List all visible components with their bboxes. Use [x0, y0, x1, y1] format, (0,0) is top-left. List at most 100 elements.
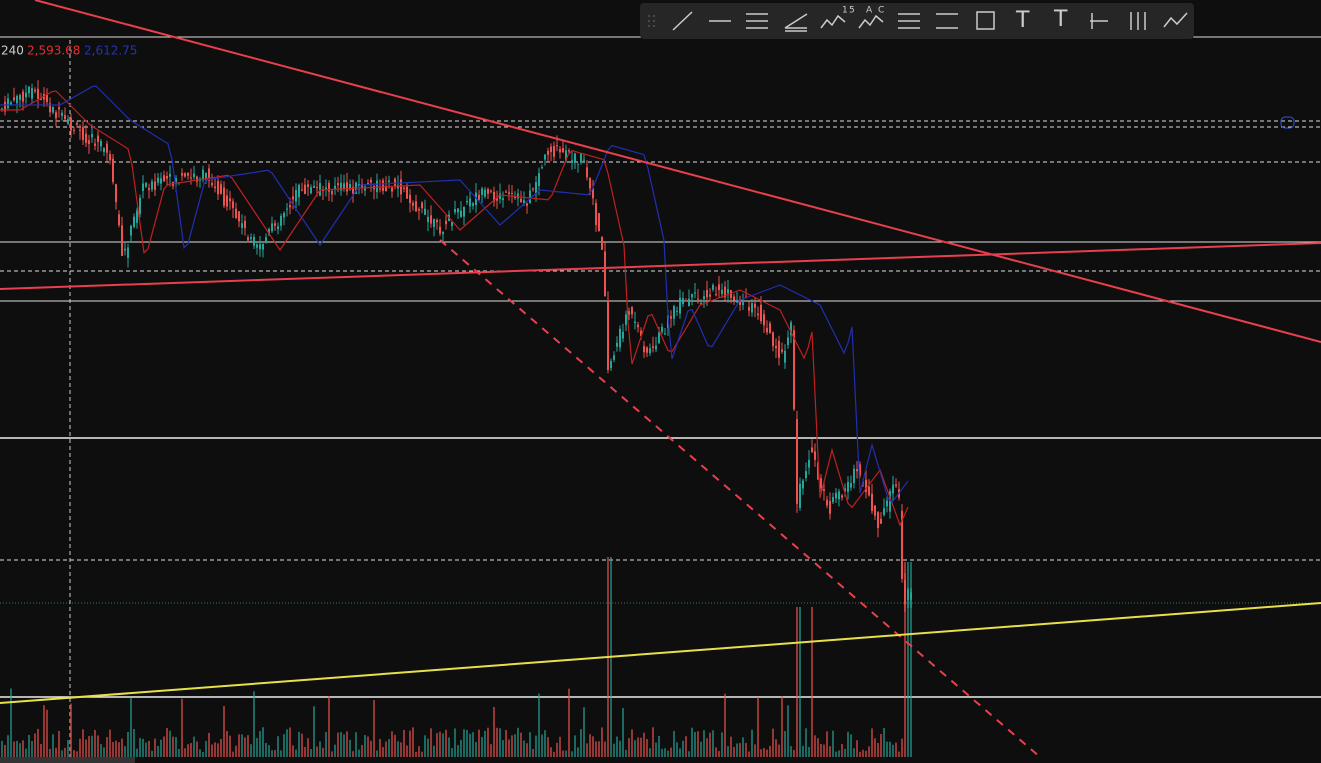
- fib-tool[interactable]: [820, 14, 846, 29]
- candle: [292, 196, 294, 200]
- volume-bar: [532, 749, 534, 757]
- candle: [70, 118, 72, 131]
- candle: [685, 300, 687, 302]
- candle: [265, 237, 267, 243]
- volume-bar: [571, 751, 573, 757]
- volume-bar: [268, 745, 270, 757]
- volume-bar: [253, 691, 255, 757]
- volume-bar: [859, 751, 861, 757]
- volume-bar: [772, 728, 774, 757]
- trend-tool[interactable]: [672, 11, 693, 31]
- candle: [121, 225, 123, 256]
- volume-bar: [160, 739, 162, 757]
- candle: [526, 203, 528, 206]
- candle-tool[interactable]: [1130, 12, 1146, 30]
- volume-bar: [112, 741, 114, 757]
- candle: [784, 350, 786, 363]
- candle: [223, 187, 225, 206]
- candle: [82, 127, 84, 140]
- volume-bar: [421, 751, 423, 757]
- volume-bar: [457, 745, 459, 757]
- candle: [388, 180, 390, 183]
- candle: [601, 237, 603, 250]
- candle: [169, 173, 171, 177]
- levels-tool[interactable]: [936, 13, 958, 29]
- volume-bar: [136, 748, 138, 757]
- volume-bar: [313, 706, 315, 757]
- candle: [286, 208, 288, 210]
- measure-tool[interactable]: [1090, 13, 1108, 29]
- volume-bar: [190, 743, 192, 757]
- volume-bar: [787, 705, 789, 757]
- candle: [586, 167, 588, 178]
- volume-bar: [613, 743, 615, 757]
- candle: [442, 232, 444, 235]
- volume-bar: [865, 750, 867, 757]
- volume-bar: [427, 738, 429, 757]
- volume-bar: [736, 743, 738, 757]
- candle: [328, 182, 330, 192]
- candle: [100, 140, 102, 147]
- candle: [289, 205, 291, 208]
- volume-bar: [904, 562, 906, 757]
- volume-bar: [853, 748, 855, 757]
- volume-bar: [466, 729, 468, 757]
- candle: [874, 505, 876, 516]
- candle: [211, 183, 213, 186]
- volume-bar: [811, 607, 813, 757]
- volume-bar: [1, 740, 3, 757]
- volume-bar: [745, 742, 747, 757]
- candle: [619, 328, 621, 348]
- candle: [613, 355, 615, 360]
- fan-tool[interactable]: [784, 13, 808, 32]
- candle: [676, 310, 678, 312]
- path-tool[interactable]: [1163, 12, 1188, 28]
- volume-bar: [868, 746, 870, 757]
- volume-bar: [148, 740, 150, 757]
- candle: [520, 198, 522, 203]
- trendline: [439, 239, 1041, 758]
- volume-bar: [199, 749, 201, 757]
- range-tool[interactable]: [898, 13, 920, 29]
- volume-bar: [448, 737, 450, 757]
- candle: [688, 298, 690, 307]
- candle: [256, 244, 258, 248]
- volume-bar: [430, 728, 432, 757]
- volume-bar: [337, 732, 339, 757]
- candle: [733, 296, 735, 301]
- volume-bar: [127, 731, 129, 757]
- rect-tool[interactable]: [976, 11, 995, 30]
- candle: [79, 129, 81, 131]
- candle: [595, 203, 597, 225]
- volume-bar: [490, 744, 492, 757]
- volume-bar: [403, 729, 405, 757]
- volume-bar: [625, 749, 627, 757]
- volume-bar: [328, 696, 330, 757]
- volume-bar: [442, 733, 444, 757]
- candle: [628, 311, 630, 315]
- volume-bar: [43, 705, 45, 757]
- candle: [358, 184, 360, 187]
- candle: [115, 184, 117, 203]
- candle: [583, 159, 585, 161]
- candle: [844, 488, 846, 492]
- text-tool[interactable]: T: [1015, 8, 1030, 33]
- volume-bar: [655, 742, 657, 757]
- volume-bar: [754, 744, 756, 757]
- volume-bar: [685, 736, 687, 757]
- anchored-text-tool[interactable]: T: [1053, 7, 1068, 32]
- candle: [826, 499, 828, 506]
- volume-bar: [652, 727, 654, 757]
- volume-bar: [97, 735, 99, 757]
- volume-bar: [511, 735, 513, 757]
- pattern-tool[interactable]: [858, 14, 884, 29]
- parallel-tool[interactable]: [746, 13, 768, 29]
- candle: [451, 221, 453, 227]
- candle: [202, 169, 204, 180]
- candle: [538, 173, 540, 186]
- candle: [340, 182, 342, 191]
- candle: [232, 201, 234, 209]
- candle: [154, 181, 156, 190]
- candle: [502, 198, 504, 201]
- candle: [772, 332, 774, 347]
